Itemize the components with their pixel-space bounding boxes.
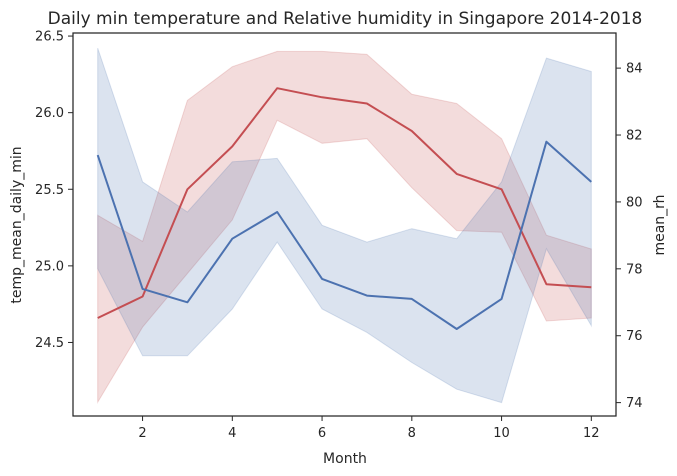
right-tick-label: 80 [626, 195, 643, 210]
left-tick-label: 26.5 [35, 30, 64, 45]
x-tick-label: 2 [138, 426, 146, 441]
left-tick-label: 26.0 [35, 106, 64, 121]
series-1-band [97, 50, 592, 405]
left-axis-label: temp_mean_daily_min [9, 146, 25, 303]
x-tick-label: 6 [318, 426, 326, 441]
left-tick-label: 25.0 [35, 259, 64, 274]
x-tick-label: 4 [228, 426, 236, 441]
left-tick-label: 25.5 [35, 183, 64, 198]
left-axis-ticks: 24.5 25.0 25.5 26.0 26.5 [35, 30, 73, 351]
right-tick-label: 76 [626, 329, 643, 344]
series-2-band [97, 47, 592, 404]
right-tick-label: 82 [626, 129, 643, 144]
x-axis-label: Month [323, 451, 367, 467]
x-axis-ticks: 2 4 6 8 10 12 [138, 416, 600, 441]
right-axis-ticks: 74 76 78 80 82 84 [616, 62, 643, 411]
series-2-line [96, 140, 592, 330]
x-tick-label: 12 [583, 426, 600, 441]
right-tick-label: 84 [626, 62, 643, 77]
chart-title: Daily min temperature and Relative humid… [48, 9, 643, 29]
left-tick-label: 24.5 [35, 336, 64, 351]
plot-frame [72, 32, 617, 417]
x-tick-label: 8 [408, 426, 416, 441]
right-tick-label: 78 [626, 262, 643, 277]
right-axis-label: mean_rh [652, 194, 668, 255]
series-lines [96, 87, 592, 330]
series-1-line [97, 87, 592, 319]
confidence-bands [97, 47, 592, 405]
x-tick-label: 10 [493, 426, 510, 441]
right-tick-label: 74 [626, 396, 643, 411]
